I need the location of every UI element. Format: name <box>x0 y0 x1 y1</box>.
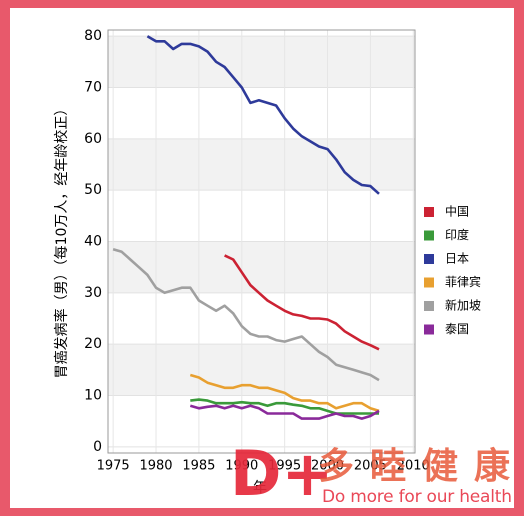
x-tick-label: 1975 <box>97 459 130 474</box>
series-line <box>224 254 380 351</box>
y-tick-label: 80 <box>84 28 102 44</box>
legend-swatch <box>424 277 434 288</box>
legend-swatch <box>424 254 434 264</box>
x-tick-label: 1985 <box>182 459 215 474</box>
y-tick-label: 30 <box>84 285 102 301</box>
x-tick-label: 2005 <box>354 459 387 474</box>
legend-label: 泰国 <box>445 322 469 336</box>
grid-band <box>108 138 415 191</box>
x-axis-label: 年 <box>253 480 267 496</box>
y-tick-label: 0 <box>93 439 102 455</box>
y-tick-label: 70 <box>84 79 102 95</box>
legend-swatch <box>424 207 434 217</box>
y-tick-label: 40 <box>84 234 102 250</box>
legend-swatch <box>424 301 434 311</box>
legend-swatch <box>424 324 434 335</box>
grid-band <box>108 241 415 293</box>
legend-swatch <box>424 230 434 241</box>
legend-label: 印度 <box>445 227 469 242</box>
series-line <box>112 247 380 382</box>
grid-band <box>108 36 415 88</box>
x-tick-label: 2000 <box>311 459 344 474</box>
y-tick-label: 20 <box>84 336 102 352</box>
legend-label: 日本 <box>445 252 469 266</box>
slogan: Do more for our health <box>322 487 512 507</box>
y-axis-label: 胃癌发病率（男）（每10万人，经年龄校正） <box>53 102 70 379</box>
legend-label: 中国 <box>445 204 469 219</box>
legend-label: 菲律宾 <box>445 274 481 289</box>
y-tick-label: 50 <box>84 182 102 198</box>
logo: D+ <box>230 437 333 510</box>
plot-frame <box>107 29 416 454</box>
x-tick-label: 1995 <box>268 459 301 474</box>
series-line <box>190 398 379 415</box>
series-line <box>189 404 380 420</box>
legend-label: 新加坡 <box>445 298 481 313</box>
y-tick-label: 60 <box>84 131 102 147</box>
series-line <box>189 373 380 413</box>
x-tick-label: 1990 <box>225 459 258 474</box>
series-line <box>146 35 380 195</box>
x-tick-label: 1980 <box>139 459 172 474</box>
y-tick-label: 10 <box>84 388 102 404</box>
x-tick-label: 2010 <box>397 459 430 474</box>
